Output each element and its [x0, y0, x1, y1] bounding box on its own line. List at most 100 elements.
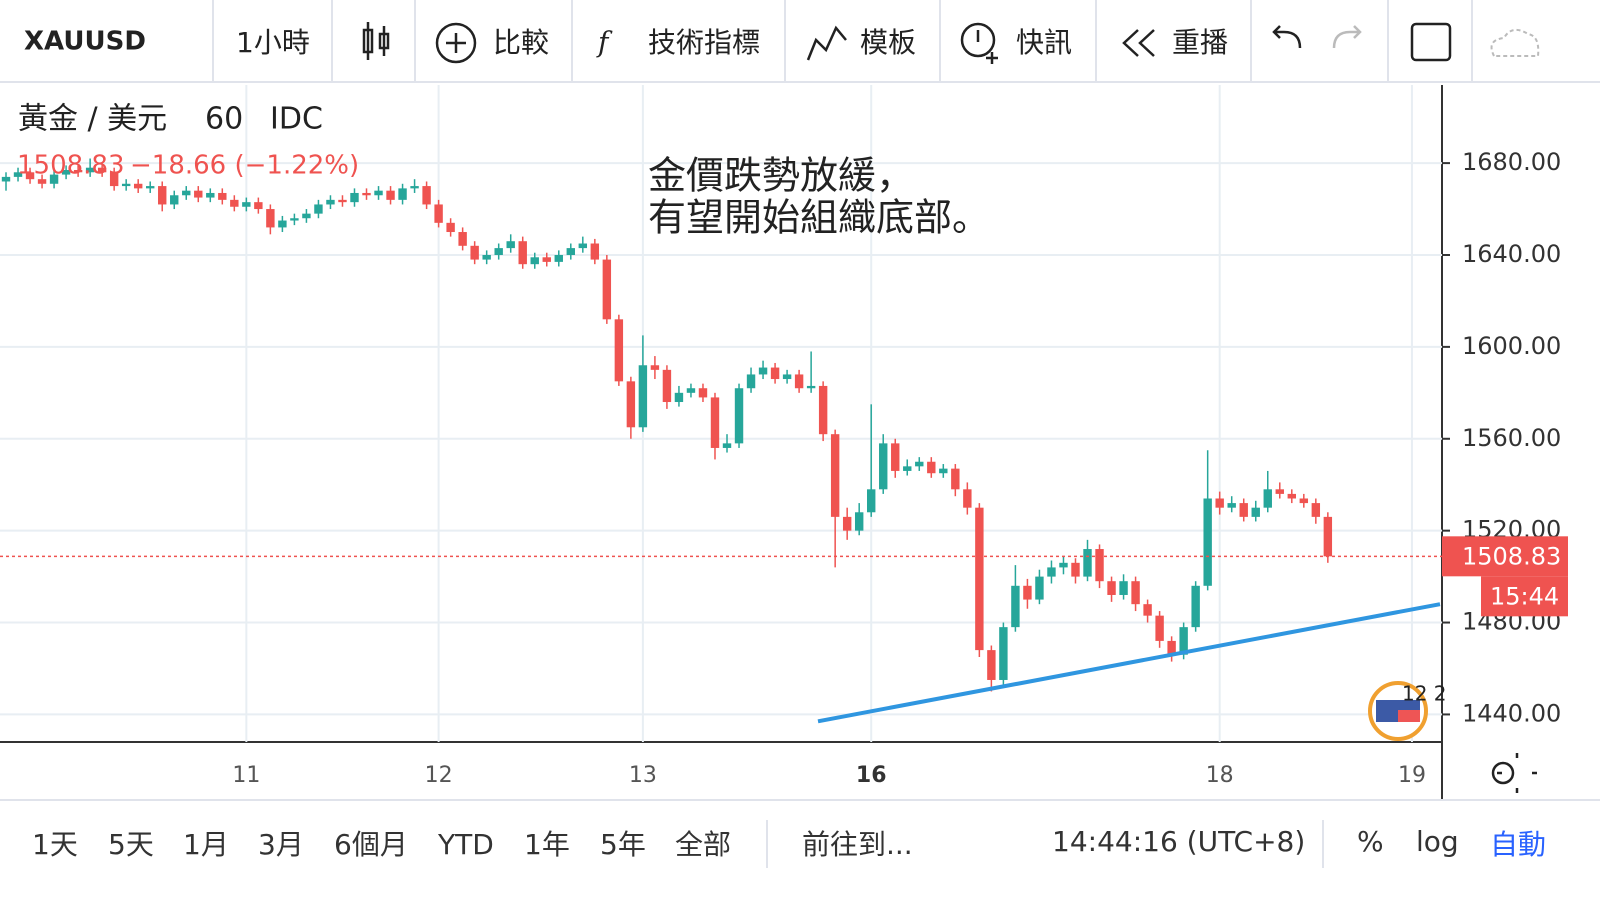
last-price-tag — [1442, 536, 1568, 577]
redo-icon[interactable] — [1332, 25, 1362, 49]
interval[interactable]: 1小時 — [236, 26, 310, 59]
candle-body — [854, 512, 864, 531]
candle-body — [1095, 549, 1104, 582]
candle-body — [987, 650, 996, 680]
x-tick-label: 19 — [1398, 763, 1426, 788]
annotation-line: 有望開始組織底部。 — [648, 196, 990, 240]
source: IDC — [270, 102, 323, 137]
range-button[interactable]: 1月 — [183, 828, 229, 861]
candle-body — [362, 192, 371, 196]
x-tick-label: 11 — [232, 763, 260, 788]
candle-body — [1227, 503, 1236, 508]
log-toggle[interactable]: log — [1416, 825, 1459, 858]
candle-body — [1107, 581, 1116, 595]
compare-icon[interactable] — [435, 22, 477, 64]
goto-button[interactable]: 前往到... — [802, 828, 913, 861]
candle-body — [806, 385, 816, 389]
candle-body — [1299, 498, 1309, 504]
candle-body — [638, 365, 648, 428]
candle-body — [194, 190, 203, 198]
candle-body — [1035, 576, 1044, 600]
x-tick-label: 18 — [1206, 763, 1234, 788]
candle-body — [650, 365, 660, 370]
candle-body — [290, 218, 299, 221]
range-button[interactable]: 5年 — [600, 828, 646, 861]
countdown-tag — [1481, 576, 1568, 617]
candle-body — [121, 183, 131, 187]
candle-body — [158, 186, 167, 205]
toolbar-separators — [212, 0, 1473, 82]
candle-body — [61, 169, 71, 175]
auto-toggle[interactable]: 自動 — [1490, 828, 1546, 861]
candle-body — [530, 257, 539, 265]
candle-body — [1251, 507, 1260, 517]
candle-body — [97, 167, 107, 173]
range-button[interactable]: 5天 — [108, 828, 154, 861]
y-tick-label: 1440.00 — [1462, 699, 1561, 727]
candle-body — [85, 167, 95, 173]
candle-body — [278, 220, 287, 228]
trendline — [817, 602, 1441, 724]
candle-body — [999, 627, 1008, 680]
series-name: 黃金 / 美元 — [18, 102, 167, 137]
candle-body — [1047, 567, 1056, 577]
candle-body — [1167, 640, 1176, 655]
symbol[interactable]: XAUUSD — [24, 27, 146, 57]
compare-button[interactable]: 比較 — [493, 26, 549, 59]
candle-body — [867, 489, 876, 513]
resolution: 60 — [205, 102, 243, 137]
candle-body — [1059, 562, 1068, 568]
candle-body — [818, 385, 828, 435]
candle-body — [554, 254, 563, 262]
candle-body — [1119, 581, 1128, 595]
candle-body — [350, 192, 359, 203]
undo-icon[interactable] — [1272, 25, 1302, 49]
candle-body — [1179, 627, 1188, 655]
last-price: 1508.83 — [17, 151, 125, 181]
candle-body — [506, 241, 515, 249]
candle-body — [830, 434, 840, 517]
candle-body — [578, 243, 588, 249]
range-button[interactable]: 6個月 — [334, 828, 408, 861]
bottom-bar: 前往到... 14:44:16 (UTC+8) % log 自動 1天 5天 1月 3… — [32, 820, 1546, 868]
y-tick-label: 1680.00 — [1462, 148, 1561, 176]
range-button[interactable]: YTD — [437, 828, 494, 861]
candle-body — [73, 169, 83, 173]
percent-toggle[interactable]: % — [1357, 825, 1384, 858]
templates-button[interactable]: 模板 — [860, 26, 916, 59]
candle-body — [146, 186, 155, 189]
svg-text:12 2: 12 2 — [1402, 682, 1447, 706]
range-button[interactable]: 全部 — [675, 828, 731, 861]
candle-body — [939, 468, 948, 474]
range-button[interactable]: 1天 — [32, 828, 78, 861]
fullscreen-icon[interactable] — [1410, 22, 1452, 62]
candle-body — [1275, 489, 1284, 494]
candle-body — [1263, 489, 1272, 508]
chart-type-icon[interactable] — [362, 22, 390, 60]
candle-body — [975, 507, 984, 651]
candle-body — [1131, 581, 1140, 605]
alert-icon[interactable] — [960, 22, 998, 64]
template-icon[interactable] — [806, 25, 847, 61]
candle-body — [879, 443, 888, 490]
range-button[interactable]: 1年 — [524, 828, 570, 861]
price-change: −18.66 (−1.22%) — [130, 151, 359, 181]
event-badge[interactable]: 12 2 — [1368, 681, 1447, 741]
candle-body — [242, 202, 251, 207]
candle-body — [602, 259, 612, 320]
indicators-button[interactable]: 技術指標 — [648, 26, 760, 59]
candle-body — [37, 179, 47, 184]
replay-icon[interactable] — [1122, 29, 1155, 57]
candle-body — [794, 374, 804, 389]
x-tick-label: 16 — [856, 763, 887, 788]
candle-body — [170, 195, 179, 205]
candle-body — [518, 241, 527, 265]
candle-body — [686, 388, 696, 393]
settings-icon[interactable] — [1491, 753, 1537, 793]
candle-body — [734, 388, 744, 444]
candle-body — [1203, 498, 1212, 586]
alerts-button[interactable]: 快訊 — [1016, 26, 1072, 59]
replay-button[interactable]: 重播 — [1172, 26, 1228, 59]
range-button[interactable]: 3月 — [258, 828, 304, 861]
candle-body — [386, 190, 395, 200]
